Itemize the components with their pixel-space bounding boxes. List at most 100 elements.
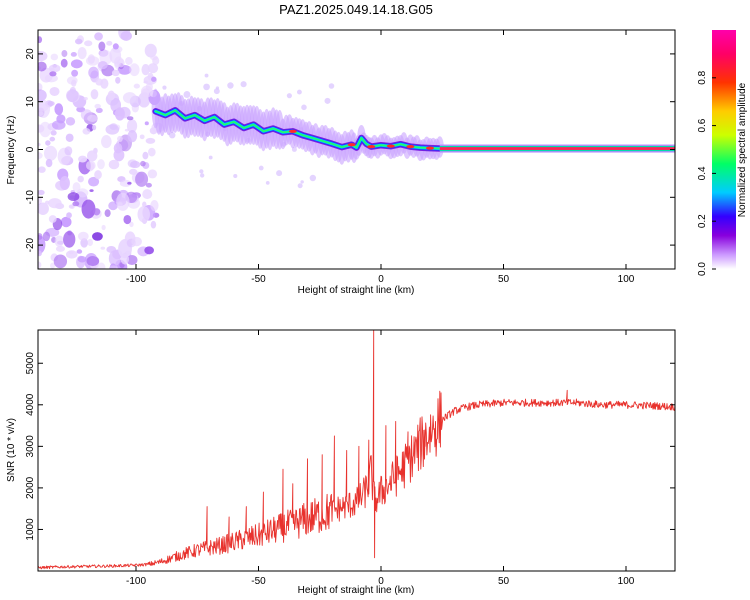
heatmap-scatter-dot — [240, 81, 247, 88]
heatmap-hotspot — [347, 143, 356, 147]
colorbar-tick-label: 0.6 — [697, 118, 708, 132]
heatmap-noise-blob — [107, 90, 116, 101]
snr-y-axis-label: SNR (10 * v/v) — [6, 418, 17, 482]
heatmap-marks — [38, 30, 675, 269]
heatmap-x-tick-label: 100 — [618, 274, 635, 285]
heatmap-noise-blob — [101, 135, 112, 149]
heatmap-noise-blob — [70, 59, 83, 69]
colorbar-tick-label: 0.8 — [697, 70, 708, 84]
heatmap-noise-blob — [87, 114, 98, 122]
heatmap-scatter-dot — [258, 165, 264, 171]
heatmap-ridge — [154, 109, 675, 150]
colorbar-tick-label: 0.2 — [697, 214, 708, 228]
heatmap-noise-blob — [147, 169, 158, 179]
heatmap-noise-blob — [38, 142, 41, 147]
heatmap-scatter-dot — [286, 93, 292, 99]
heatmap-scatter-dot — [265, 181, 270, 185]
heatmap-scatter-dot — [300, 180, 304, 184]
heatmap-noise-blob — [53, 254, 68, 269]
heatmap-noise-blob — [104, 209, 111, 218]
heatmap-noise-blob — [38, 202, 49, 215]
heatmap-noise-blob — [149, 127, 158, 135]
heatmap-noise-blob — [48, 215, 57, 223]
heatmap-noise-blob — [50, 262, 56, 269]
heatmap-noise-blob — [38, 189, 45, 196]
heatmap-noise-blob — [116, 192, 130, 211]
snr-y-tick-label: 5000 — [25, 352, 36, 375]
heatmap-scatter-dot — [162, 85, 167, 90]
heatmap-noise-blob — [94, 170, 102, 180]
heatmap-hotspot — [406, 145, 415, 149]
heatmap-y-ticks: -20 -10 0 10 20 — [25, 48, 675, 252]
snr-x-tick-label: -100 — [126, 576, 146, 587]
heatmap-noise-blob — [45, 140, 51, 146]
heatmap-noise-blob — [108, 201, 118, 211]
snr-y-tick-label: 3000 — [25, 435, 36, 458]
heatmap-noise-blob — [61, 49, 68, 58]
heatmap-noise-blob — [142, 92, 148, 96]
heatmap-scatter-dot — [233, 173, 238, 179]
heatmap-noise-blob — [38, 166, 46, 173]
heatmap-noise-blob — [139, 134, 145, 140]
heatmap-noise-blob — [38, 36, 43, 44]
heatmap-noise-blob — [85, 56, 100, 66]
heatmap-noise-blob — [84, 40, 93, 47]
heatmap-noise-blob — [122, 92, 137, 104]
heatmap-noise-blob — [145, 182, 152, 188]
heatmap-noise-blob — [85, 160, 96, 171]
colorbar: 0.0 0.2 0.4 0.6 0.8 Normalized spectral ampl… — [697, 30, 748, 276]
heatmap-noise-blob — [55, 245, 66, 252]
heatmap-noise-blob — [88, 66, 99, 79]
heatmap-noise-blob — [67, 192, 80, 202]
heatmap-scatter-dot — [301, 104, 307, 111]
heatmap-noise-blob — [111, 69, 120, 77]
heatmap-hotspot — [386, 144, 395, 148]
heatmap-x-tick-label: 0 — [378, 274, 384, 285]
heatmap-noise-blob — [150, 220, 157, 229]
heatmap-scatter-dot — [199, 169, 204, 174]
snr-x-tick-label: 50 — [498, 576, 510, 587]
heatmap-noise-blob — [97, 262, 106, 269]
heatmap-noise-blob — [78, 155, 88, 163]
heatmap-noise-blob — [38, 250, 42, 257]
heatmap-noise-blob — [71, 79, 77, 87]
heatmap-x-axis-label: Height of straight line (km) — [298, 285, 415, 296]
heatmap-noise-blob — [39, 67, 53, 83]
heatmap-noise-blob — [129, 221, 134, 228]
heatmap-noise-blob — [71, 69, 79, 77]
snr-series-line — [38, 330, 675, 570]
heatmap-noise-blob — [50, 53, 59, 61]
snr-panel: -100 -50 0 50 100 1000 2000 3000 4000 5000 Heigh… — [6, 329, 676, 596]
heatmap-noise-blob — [54, 103, 64, 116]
heatmap-noise-blob — [113, 142, 123, 154]
heatmap-noise-blob — [86, 150, 98, 162]
heatmap-noise-blob — [127, 181, 132, 185]
heatmap-noise-blob — [66, 89, 79, 103]
heatmap-noise-blob — [109, 47, 122, 64]
heatmap-hotspot — [367, 145, 376, 149]
heatmap-scatter-dot — [296, 89, 302, 95]
heatmap-noise-blob — [76, 188, 89, 198]
heatmap-noise-blob — [82, 128, 91, 135]
snr-y-ticks: 1000 2000 3000 4000 5000 — [25, 352, 675, 541]
colorbar-tick-label: 0.0 — [697, 262, 708, 276]
heatmap-noise-blob — [127, 159, 138, 168]
heatmap-noise-blob — [59, 176, 70, 191]
heatmap-noise-blob — [65, 117, 76, 126]
heatmap-noise-blob — [76, 249, 83, 254]
heatmap-noise-blob — [150, 199, 159, 212]
heatmap-noise-blob — [38, 103, 49, 112]
heatmap-noise-blob — [125, 57, 133, 65]
heatmap-noise-blob — [81, 199, 96, 219]
heatmap-noise-blob — [126, 254, 138, 266]
colorbar-label: Normalized spectral amplitude — [737, 82, 748, 217]
heatmap-noise-blob — [45, 158, 53, 168]
heatmap-noise-blob — [74, 38, 83, 45]
heatmap-noise-blob — [91, 124, 97, 131]
heatmap-noise-blob — [126, 116, 134, 121]
heatmap-scatter-dot — [208, 155, 213, 160]
heatmap-noise-blob — [70, 52, 77, 57]
heatmap-noise-blob — [51, 120, 66, 130]
heatmap-noise-blob — [95, 78, 104, 86]
